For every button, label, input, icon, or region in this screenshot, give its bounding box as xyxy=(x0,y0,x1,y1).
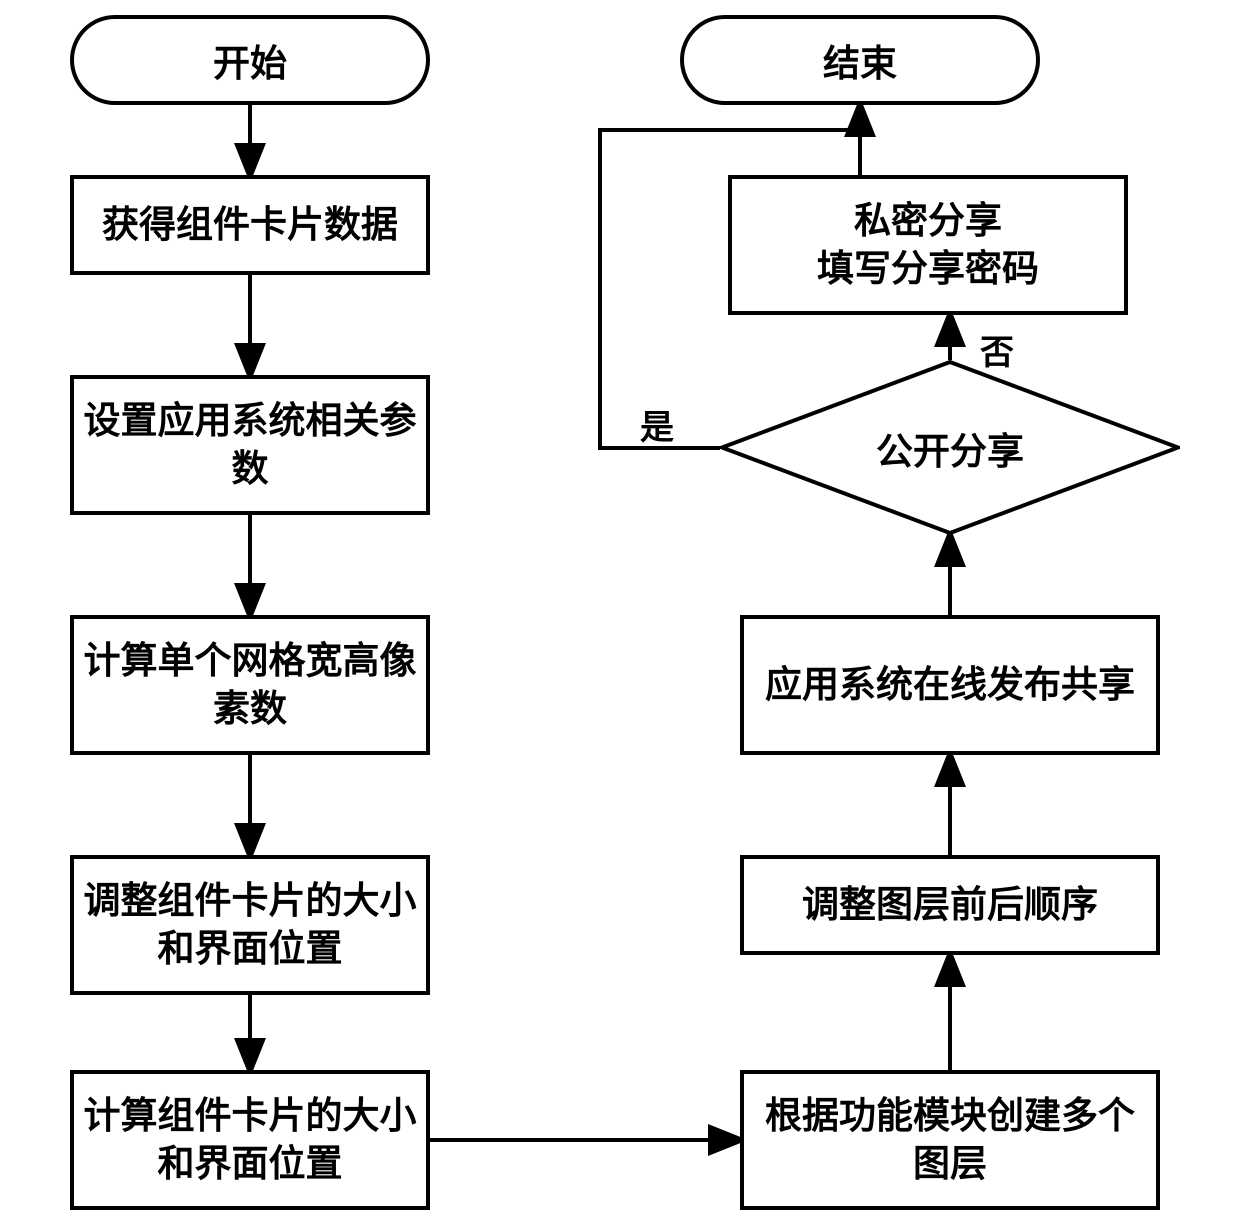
n6-label: 根据功能模块创建多个图层 xyxy=(752,1092,1148,1188)
flowchart-canvas: 开始 结束 获得组件卡片数据 设置应用系统相关参数 计算单个网格宽高像素数 调整… xyxy=(0,0,1240,1215)
n4-label: 调整组件卡片的大小和界面位置 xyxy=(82,877,418,973)
label-yes: 是 xyxy=(640,400,674,449)
end-label: 结束 xyxy=(823,33,897,87)
start-node: 开始 xyxy=(70,15,430,105)
n2-label: 设置应用系统相关参数 xyxy=(82,397,418,493)
process-set-app-params: 设置应用系统相关参数 xyxy=(70,375,430,515)
n5-label: 计算组件卡片的大小和界面位置 xyxy=(82,1092,418,1188)
n3-label: 计算单个网格宽高像素数 xyxy=(82,637,418,733)
start-label: 开始 xyxy=(213,33,287,87)
n8-label: 应用系统在线发布共享 xyxy=(765,661,1135,709)
n7-label: 调整图层前后顺序 xyxy=(802,881,1098,929)
decision-public-share: 公开分享 xyxy=(720,360,1180,535)
n9-label: 私密分享 填写分享密码 xyxy=(817,197,1039,293)
process-get-component-card-data: 获得组件卡片数据 xyxy=(70,175,430,275)
process-adjust-card-size-pos: 调整组件卡片的大小和界面位置 xyxy=(70,855,430,995)
process-private-share: 私密分享 填写分享密码 xyxy=(728,175,1128,315)
process-adjust-layer-order: 调整图层前后顺序 xyxy=(740,855,1160,955)
process-create-layers: 根据功能模块创建多个图层 xyxy=(740,1070,1160,1210)
n1-label: 获得组件卡片数据 xyxy=(102,201,398,249)
end-node: 结束 xyxy=(680,15,1040,105)
process-calc-grid-pixels: 计算单个网格宽高像素数 xyxy=(70,615,430,755)
diamond-label: 公开分享 xyxy=(876,421,1024,475)
label-no: 否 xyxy=(980,325,1014,374)
process-publish-share: 应用系统在线发布共享 xyxy=(740,615,1160,755)
process-calc-card-size-pos: 计算组件卡片的大小和界面位置 xyxy=(70,1070,430,1210)
